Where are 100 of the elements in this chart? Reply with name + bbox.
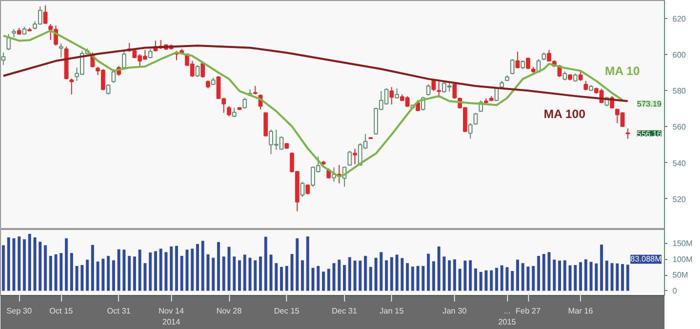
bar — [28, 234, 32, 291]
x-tick-label: Jan 15 — [380, 306, 404, 316]
bar — [122, 250, 126, 291]
candlestick — [6, 34, 11, 51]
candlestick — [111, 68, 116, 84]
bar — [448, 260, 451, 291]
bar — [364, 256, 367, 291]
bar — [106, 256, 110, 291]
bar — [117, 249, 120, 291]
bar — [290, 254, 294, 291]
bar — [217, 242, 220, 291]
x-tick-label: Oct 31 — [107, 306, 132, 316]
candlestick — [200, 62, 205, 78]
series-label: MA 10 — [604, 64, 640, 78]
candlestick — [584, 80, 588, 91]
bar — [506, 267, 509, 291]
bar — [338, 260, 341, 291]
bar — [86, 260, 89, 291]
candlestick — [520, 60, 525, 70]
y-tick-label: 580 — [672, 86, 686, 96]
bar — [270, 254, 272, 291]
x-tick-label: Oct 15 — [49, 306, 74, 316]
bar — [590, 262, 592, 291]
bar — [411, 266, 414, 291]
bar — [18, 236, 21, 291]
series-label: MA 100 — [544, 107, 586, 122]
bar — [552, 260, 556, 291]
bar — [186, 250, 188, 291]
candlestick — [348, 150, 352, 166]
x-tick-label: Mar 16 — [568, 306, 594, 316]
bar — [400, 258, 404, 291]
bar — [358, 260, 362, 291]
y-tick-label: 560 — [672, 122, 686, 132]
bar — [301, 260, 304, 291]
bar — [479, 272, 482, 291]
bar — [348, 257, 352, 291]
bar — [154, 251, 157, 291]
bar — [495, 268, 498, 291]
candlestick — [264, 112, 268, 137]
candlestick — [69, 78, 74, 95]
bar — [322, 272, 325, 291]
candlestick — [510, 58, 514, 75]
bar — [474, 268, 478, 291]
bar — [12, 238, 16, 291]
bar — [342, 265, 346, 291]
bar — [490, 270, 493, 291]
bar — [484, 270, 488, 291]
bar — [542, 254, 546, 291]
bar — [259, 256, 262, 291]
bar — [369, 266, 372, 291]
bar — [238, 260, 241, 291]
y-tick-label: 600 — [672, 50, 686, 60]
candlestick — [390, 86, 394, 106]
bar — [164, 252, 168, 291]
y-tick-label: 620 — [672, 14, 686, 24]
candlestick — [515, 51, 520, 69]
bar — [196, 244, 199, 291]
x-tick-label: Feb 27 — [516, 306, 542, 316]
x-tick-label: Dec 31 — [332, 306, 358, 316]
bar — [384, 260, 388, 291]
bar — [453, 259, 456, 291]
y-tick-label: 520 — [672, 194, 686, 204]
bar — [206, 254, 210, 291]
y-tick-label: 100M — [672, 254, 693, 264]
bar — [332, 263, 336, 291]
text: 556.16 — [637, 129, 662, 138]
x-tick-label: Jan 30 — [442, 306, 468, 316]
bar — [128, 256, 131, 291]
candlestick — [394, 88, 400, 99]
bar — [312, 268, 314, 291]
text: 573.19 — [637, 100, 662, 109]
bar — [558, 260, 562, 291]
bar — [248, 258, 252, 291]
candlestick — [426, 84, 431, 96]
candlestick — [352, 148, 358, 165]
bar — [91, 244, 94, 291]
y-tick-label: 540 — [672, 158, 686, 168]
bar — [426, 254, 430, 291]
candlestick — [195, 64, 200, 78]
bar — [280, 266, 283, 291]
bar — [568, 265, 572, 291]
bar — [579, 262, 582, 291]
bar — [133, 256, 136, 291]
bar — [548, 252, 551, 291]
bar — [7, 237, 10, 291]
bar — [500, 265, 504, 291]
bar — [437, 246, 440, 291]
bar — [102, 258, 105, 291]
bar — [380, 252, 383, 291]
y-tick-label: 50M — [672, 270, 688, 280]
annotation: 83.088M — [630, 254, 662, 264]
bar — [521, 263, 524, 291]
candlestick — [43, 4, 48, 24]
line-series — [2, 44, 629, 102]
bar — [532, 266, 535, 291]
bar — [468, 260, 472, 291]
bar — [516, 260, 520, 291]
bar — [228, 246, 230, 291]
candlestick — [626, 128, 630, 140]
bar — [458, 268, 462, 291]
